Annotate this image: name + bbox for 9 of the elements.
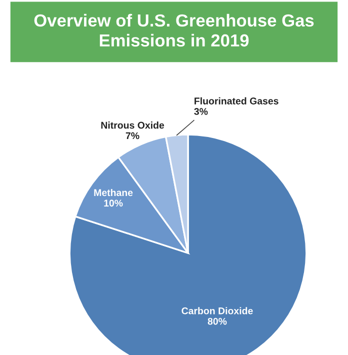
- data-label: 7%: [126, 132, 140, 140]
- data-label: 80%: [208, 318, 227, 325]
- chart-title: Overview of U.S. Greenhouse Gas Emissions in 2019: [34, 14, 314, 47]
- slice-label: Methane: [94, 188, 133, 196]
- slice-label: Nitrous Oxide: [101, 122, 164, 129]
- data-label: 3%: [194, 108, 208, 115]
- data-label: 10%: [104, 200, 123, 207]
- slice-label: Carbon Dioxide: [182, 307, 253, 314]
- slice-label: Fluorinated Gases: [194, 97, 278, 104]
